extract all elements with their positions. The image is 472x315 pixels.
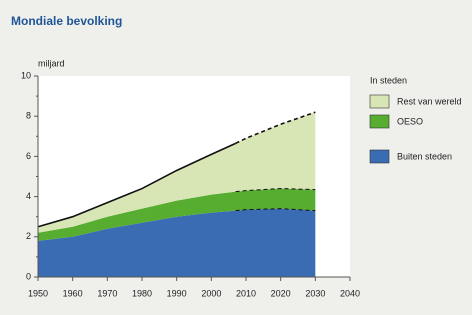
x-tick-label: 1990 (167, 288, 187, 298)
y-tick-label: 0 (26, 271, 31, 281)
x-tick-label: 2040 (340, 288, 360, 298)
x-tick-label: 1950 (28, 288, 48, 298)
projection-line (235, 111, 316, 145)
x-tick-label: 2000 (201, 288, 221, 298)
history-line (37, 142, 236, 228)
y-tick-label: 6 (26, 151, 31, 161)
y-axis-label: miljard (38, 58, 65, 68)
y-tick-label: 8 (26, 111, 31, 121)
x-tick-label: 1970 (97, 288, 117, 298)
legend-swatch (369, 94, 390, 109)
x-tick-label: 2030 (305, 288, 325, 298)
x-tick-label: 2010 (236, 288, 256, 298)
legend-title: In steden (370, 75, 407, 85)
x-tick-label: 2020 (271, 288, 291, 298)
y-tick-label: 10 (21, 70, 31, 80)
chart-title: Mondiale bevolking (11, 14, 122, 28)
x-tick-label: 1960 (63, 288, 83, 298)
legend-label: OESO (397, 116, 423, 126)
y-tick-label: 4 (26, 191, 31, 201)
y-tick-label: 2 (26, 231, 31, 241)
legend-label: Rest van wereld (397, 96, 462, 106)
legend-swatch (369, 114, 390, 129)
x-tick-label: 1980 (132, 288, 152, 298)
area (38, 188, 316, 241)
legend-label: Buiten steden (397, 151, 452, 161)
area (38, 208, 316, 277)
legend-swatch (369, 149, 390, 164)
